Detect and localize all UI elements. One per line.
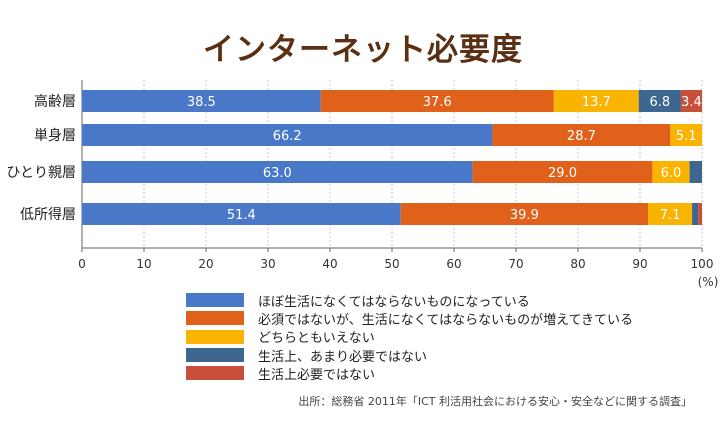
x-tick-label: 80 (570, 257, 585, 271)
legend-label: 必須ではないが、生活になくてはならないものが増えてきている (258, 312, 634, 328)
bar-value-label: 28.7 (567, 129, 596, 144)
bar-segment (648, 203, 693, 225)
category-label: 低所得層 (20, 206, 76, 223)
bar-value-label: 66.2 (273, 129, 302, 144)
bar-segment (82, 161, 473, 183)
bar-segment (692, 203, 699, 225)
bar-segment (400, 203, 649, 225)
bar-value-label: 37.6 (423, 95, 452, 110)
x-tick-label: 30 (260, 257, 275, 271)
bar-value-label: 6.0 (661, 166, 682, 181)
x-tick-label: 10 (136, 257, 151, 271)
legend-swatch (186, 293, 244, 308)
source-note: 出所：総務省 2011年「ICT 利活用社会における安心・安全などに関する調査」 (298, 395, 692, 408)
x-tick-label: 40 (322, 257, 337, 271)
legend-item: どちらともいえない (186, 328, 633, 346)
x-tick-label: 20 (198, 257, 213, 271)
bar-segment (553, 90, 639, 112)
bar-value-label: 3.4 (681, 95, 702, 110)
bar-segment (670, 124, 702, 146)
x-tick-label: 70 (508, 257, 523, 271)
bar-value-label: 6.8 (649, 95, 670, 110)
x-tick-label: 0 (78, 257, 86, 271)
legend-swatch (186, 348, 244, 363)
bar-segment (680, 90, 702, 112)
bar-segment (82, 124, 493, 146)
bar-value-label: 51.4 (227, 208, 256, 223)
bar-segment (82, 203, 401, 225)
x-tick-label: 60 (446, 257, 461, 271)
legend-label: どちらともいえない (258, 331, 375, 347)
bar-segment (82, 90, 321, 112)
bar-segment (492, 124, 671, 146)
legend-swatch (186, 311, 244, 326)
bar-value-label: 7.1 (660, 208, 681, 223)
legend-label: 生活上必要ではない (258, 367, 376, 383)
legend-item: 生活上、あまり必要ではない (186, 346, 633, 365)
x-tick-label: 100 (691, 257, 714, 271)
legend-item: 必須ではないが、生活になくてはならないものが増えてきている (186, 309, 634, 328)
legend-swatch (186, 366, 244, 381)
legend-swatch (186, 329, 244, 344)
legend-item: ほぼ生活になくてはならないものになっている (186, 291, 633, 310)
bar-value-label: 13.7 (582, 95, 611, 110)
x-unit-label: (%) (698, 275, 719, 289)
x-tick-label: 90 (632, 257, 647, 271)
bar-segment (320, 90, 554, 112)
legend: ほぼ生活になくてはならないものになっている必須ではないが、生活になくてはならない… (186, 291, 634, 383)
bar-value-label: 39.9 (510, 208, 539, 223)
bar-segment (652, 161, 690, 183)
bar-segment (698, 203, 702, 225)
bar-value-label: 63.0 (263, 166, 292, 181)
bar-value-label: 29.0 (548, 166, 577, 181)
bar-value-label: 38.5 (187, 95, 216, 110)
bar-segment (472, 161, 653, 183)
legend-label: ほぼ生活になくてはならないものになっている (258, 294, 530, 310)
chart-title: インターネット必要度 (203, 32, 523, 68)
x-tick-label: 50 (384, 257, 399, 271)
bar-segment (638, 90, 681, 112)
bar-segment (689, 161, 702, 183)
legend-label: 生活上、あまり必要ではない (258, 349, 428, 365)
category-label: 高齢層 (34, 93, 76, 110)
category-label: ひとり親層 (6, 165, 76, 181)
category-label: 単身層 (34, 128, 76, 144)
legend-item: 生活上必要ではない (186, 364, 633, 383)
bar-value-label: 5.1 (676, 129, 697, 144)
